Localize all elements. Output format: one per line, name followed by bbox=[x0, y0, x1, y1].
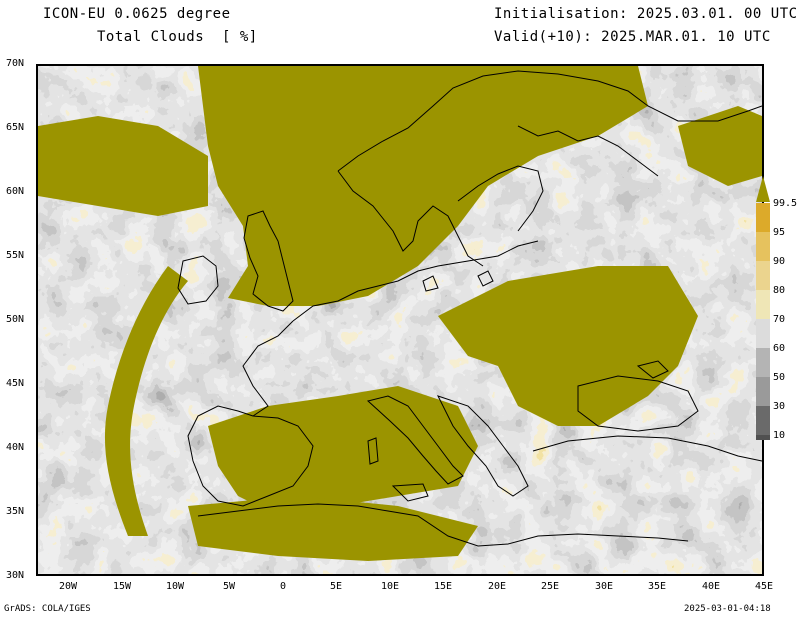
map-canvas bbox=[38, 66, 762, 574]
colorbar-label: 90 bbox=[773, 256, 786, 267]
lat-label: 45N bbox=[6, 378, 25, 389]
colorbar-label: 70 bbox=[773, 314, 786, 325]
lat-label: 30N bbox=[6, 570, 25, 581]
lon-label: 5E bbox=[329, 581, 343, 592]
colorbar-box bbox=[756, 406, 770, 435]
lon-label: 40E bbox=[701, 581, 721, 592]
colorbar-label: 50 bbox=[773, 372, 786, 383]
footer-timestamp: 2025-03-01-04:18 bbox=[684, 604, 771, 614]
colorbar-box bbox=[756, 203, 770, 232]
lon-label: 30E bbox=[594, 581, 614, 592]
lat-label: 70N bbox=[6, 58, 25, 69]
lat-label: 65N bbox=[6, 122, 25, 133]
colorbar bbox=[756, 176, 770, 440]
coastlines bbox=[177, 70, 762, 547]
colorbar-label: 80 bbox=[773, 285, 786, 296]
model-title: ICON-EU 0.0625 degree bbox=[43, 6, 231, 22]
colorbar-box bbox=[756, 348, 770, 377]
colorbar-box bbox=[756, 261, 770, 290]
colorbar-box bbox=[756, 377, 770, 406]
valid-time: Valid(+10): 2025.MAR.01. 10 UTC bbox=[494, 29, 771, 45]
lon-label: 25E bbox=[540, 581, 560, 592]
lon-label: 15W bbox=[112, 581, 132, 592]
lon-label: 10W bbox=[165, 581, 185, 592]
colorbar-box bbox=[756, 232, 770, 261]
colorbar-box bbox=[756, 290, 770, 319]
lat-label: 60N bbox=[6, 186, 25, 197]
colorbar-label: 95 bbox=[773, 227, 786, 238]
lon-label: 15E bbox=[433, 581, 453, 592]
lat-label: 40N bbox=[6, 442, 25, 453]
lat-label: 55N bbox=[6, 250, 25, 261]
colorbar-label: 10 bbox=[773, 430, 786, 441]
variable-title: Total Clouds [ %] bbox=[97, 29, 258, 45]
colorbar-box bbox=[756, 435, 770, 440]
colorbar-arrow bbox=[756, 176, 770, 202]
colorbar-boxes bbox=[756, 203, 770, 440]
lat-label: 50N bbox=[6, 314, 25, 325]
overcast-areas bbox=[38, 66, 762, 561]
cloud-cover-map bbox=[36, 64, 764, 576]
colorbar-label: 99.5 bbox=[773, 198, 798, 209]
lon-label: 10E bbox=[380, 581, 400, 592]
lon-label: 20E bbox=[487, 581, 507, 592]
colorbar-label: 60 bbox=[773, 343, 786, 354]
colorbar-label: 30 bbox=[773, 401, 786, 412]
lon-label: 0 bbox=[279, 581, 287, 592]
footer-credit: GrADS: COLA/IGES bbox=[4, 604, 91, 614]
lon-label: 20W bbox=[58, 581, 78, 592]
colorbar-box bbox=[756, 319, 770, 348]
lon-label: 45E bbox=[754, 581, 774, 592]
init-time: Initialisation: 2025.03.01. 00 UTC bbox=[494, 6, 798, 22]
lon-label: 35E bbox=[647, 581, 667, 592]
lat-label: 35N bbox=[6, 506, 25, 517]
lon-label: 5W bbox=[222, 581, 236, 592]
